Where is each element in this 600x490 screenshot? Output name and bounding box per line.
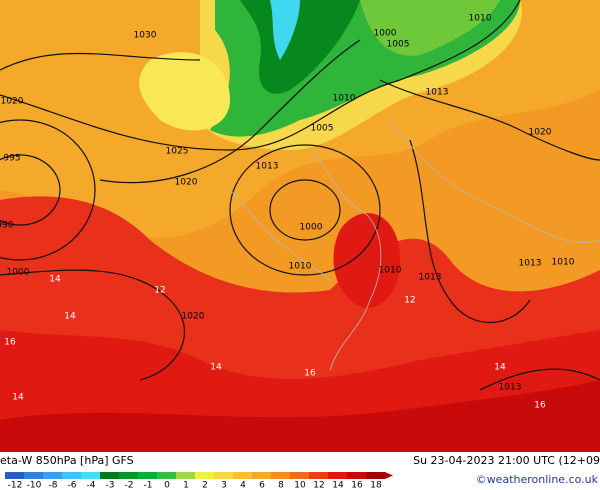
colorbar-label: -6 <box>68 481 77 490</box>
credit[interactable]: ©weatheronline.co.uk <box>476 473 599 486</box>
isobar-label: 1020 <box>529 128 552 138</box>
colorbar-label: -10 <box>27 481 42 490</box>
colorbar-label: 3 <box>221 481 227 490</box>
colorbar-segment <box>176 472 195 479</box>
isobar-label: 995 <box>3 154 20 164</box>
valid-time: Su 23-04-2023 21:00 UTC (12+09 <box>413 454 600 467</box>
colorbar-segment <box>195 472 214 479</box>
isobar-label: 1020 <box>175 178 198 188</box>
colorbar-segment <box>252 472 271 479</box>
colorbar-segment <box>271 472 290 479</box>
colorbar-segment <box>366 472 385 479</box>
colorbar-segment <box>100 472 119 479</box>
colorbar-segment <box>62 472 81 479</box>
isobar-label: 990 <box>0 221 14 231</box>
isobar-label: 1013 <box>426 88 449 98</box>
isobar-label: 1000 <box>7 268 30 278</box>
isobar-label: 1013 <box>519 259 542 269</box>
isobar-label: 1020 <box>182 312 205 322</box>
isobars <box>0 0 600 391</box>
colorbar-segment <box>119 472 138 479</box>
temperature-label: 14 <box>12 393 24 403</box>
colorbar-label: -2 <box>125 481 134 490</box>
isobar-label: 1025 <box>166 147 189 157</box>
colorbar-arrow <box>385 472 393 479</box>
isobar-label: 1010 <box>379 266 402 276</box>
colorbar-label: 16 <box>351 481 363 490</box>
isobar-label: 1010 <box>552 258 575 268</box>
isobar-label: 1000 <box>300 223 323 233</box>
colorbar-segment <box>328 472 347 479</box>
isobar-label: 1010 <box>333 94 356 104</box>
colorbar-label: 6 <box>259 481 265 490</box>
colorbar-label: 10 <box>294 481 306 490</box>
colorbar-segment <box>214 472 233 479</box>
temperature-label: 14 <box>49 275 61 285</box>
colorbar-label: 18 <box>370 481 382 490</box>
isobar-label: 1005 <box>387 40 410 50</box>
temperature-label: 14 <box>210 363 222 373</box>
temperature-label: 16 <box>4 338 16 348</box>
colorbar-label: -12 <box>8 481 23 490</box>
colorbar-segment <box>157 472 176 479</box>
colorbar-label: -8 <box>49 481 58 490</box>
isobar-label: 1030 <box>134 31 157 41</box>
isobar-label: 1005 <box>311 124 334 134</box>
isobar-label: 1020 <box>1 97 24 107</box>
temperature-label: 16 <box>304 369 316 379</box>
temperature-label: 12 <box>154 286 165 296</box>
isobar-label: 1013 <box>256 162 279 172</box>
isobar-label: 1000 <box>374 29 397 39</box>
colorbar-segment <box>233 472 252 479</box>
colorbar-label: 4 <box>240 481 246 490</box>
colorbar-label: -4 <box>87 481 96 490</box>
colorbar-label: 14 <box>332 481 344 490</box>
colorbar-label: 12 <box>313 481 324 490</box>
temperature-label: 12 <box>404 296 415 306</box>
caption: eta-W 850hPa [hPa] GFS <box>0 454 134 467</box>
colorbar-segment <box>309 472 328 479</box>
temperature-label: 14 <box>64 312 76 322</box>
legend-background <box>0 452 600 490</box>
colorbar-segment <box>43 472 62 479</box>
map-fill <box>0 0 600 452</box>
temperature-label: 16 <box>534 401 546 411</box>
colorbar-segment <box>347 472 366 479</box>
isobar-label: 1013 <box>419 273 442 283</box>
colorbar-segment <box>290 472 309 479</box>
colorbar-label: 8 <box>278 481 284 490</box>
isobar-label: 1013 <box>499 383 522 393</box>
isobar-label: 1010 <box>289 262 312 272</box>
colorbar-segment <box>5 472 24 479</box>
temperature-label: 14 <box>494 363 506 373</box>
colorbar-label: 1 <box>183 481 189 490</box>
colorbar-segment <box>81 472 100 479</box>
colorbar-label: -3 <box>106 481 115 490</box>
colorbar-label: -1 <box>144 481 153 490</box>
colorbar-label: 0 <box>164 481 170 490</box>
coastlines <box>229 119 600 371</box>
colorbar-label: 2 <box>202 481 208 490</box>
isobar-label: 1010 <box>469 14 492 24</box>
colorbar-segment <box>138 472 157 479</box>
colorbar-segment <box>24 472 43 479</box>
